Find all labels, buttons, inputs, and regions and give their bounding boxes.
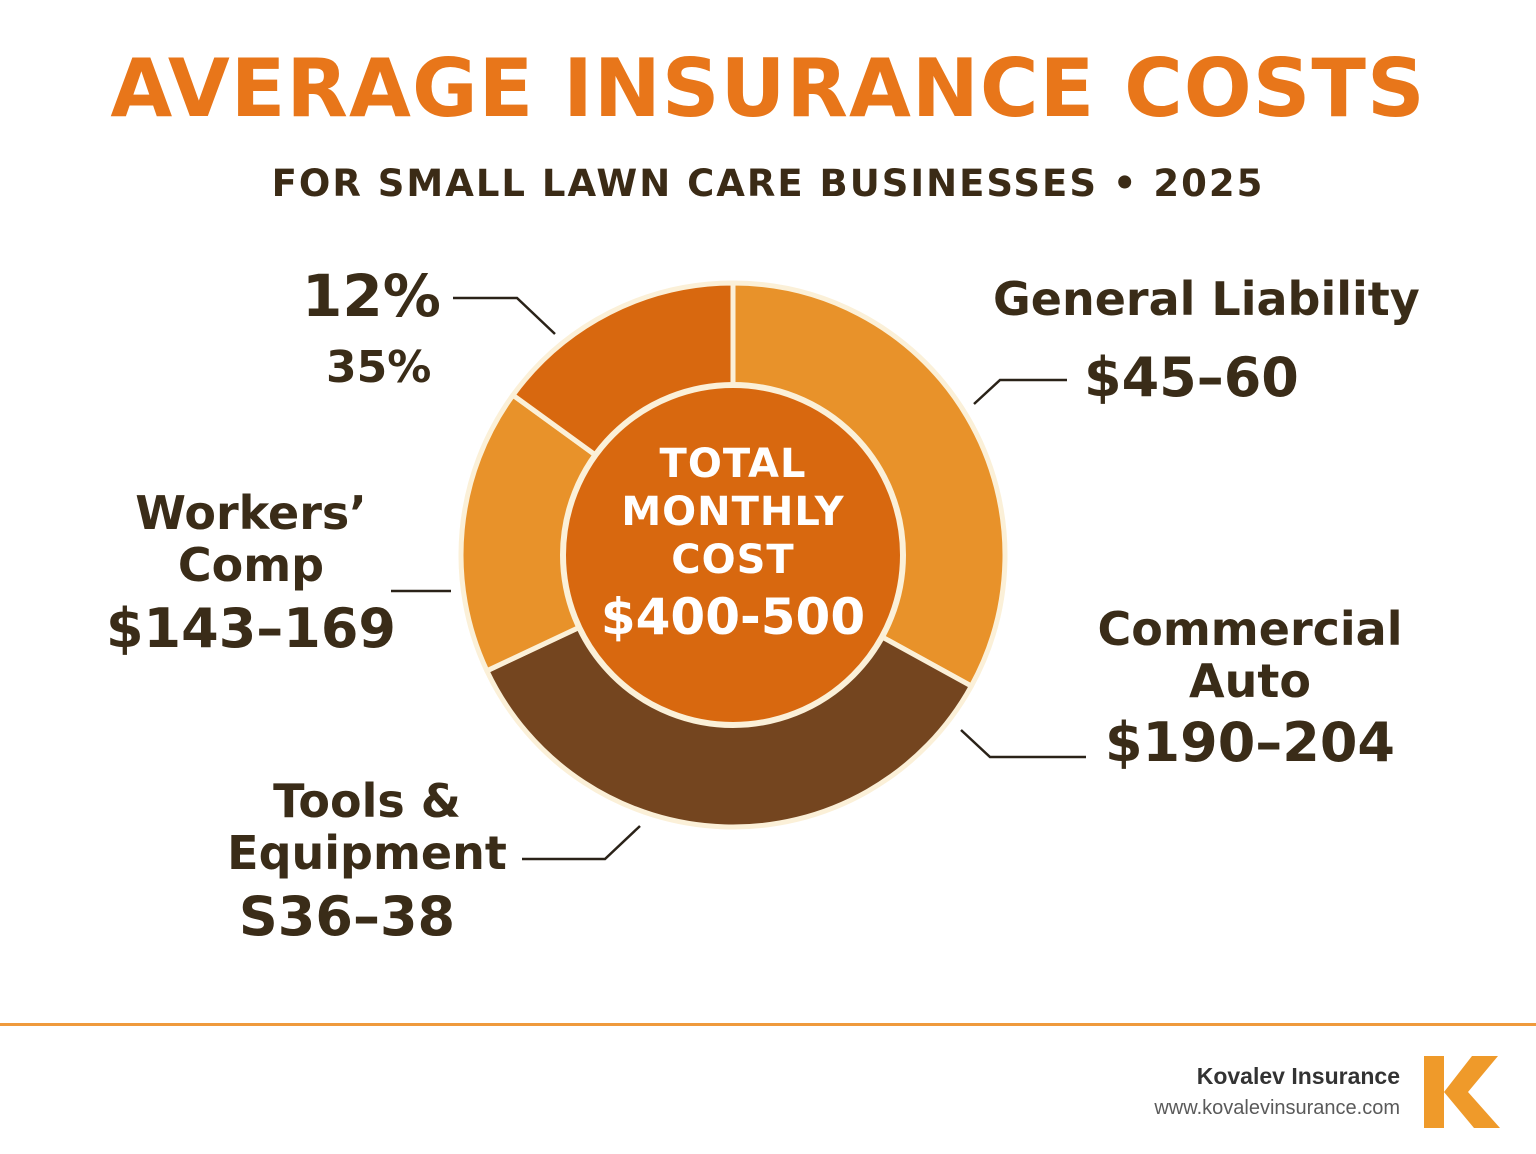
workers-comp-value: $143–169 — [105, 597, 396, 661]
center-label-line1: TOTAL — [659, 441, 807, 487]
leader-line-commercial-auto — [960, 729, 1086, 759]
kovalev-logo-icon — [1424, 1056, 1500, 1128]
chart-subtitle: FOR SMALL LAWN CARE BUSINESSES • 2025 — [271, 162, 1265, 205]
label-tools-equipment: Tools & Equipment S36–38 — [212, 774, 522, 948]
chart-title: AVERAGE INSURANCE COSTS — [110, 42, 1426, 135]
commercial-auto-value: $190–204 — [1104, 711, 1395, 775]
percent-label-a: 12% — [302, 262, 441, 330]
general-liability-name: General Liability — [993, 272, 1420, 326]
tools-equipment-value: S36–38 — [238, 885, 456, 949]
center-total: TOTAL MONTHLY COST $400-500 — [565, 440, 901, 646]
leader-lines — [391, 296, 1086, 861]
general-liability-value: $45–60 — [1084, 346, 1299, 409]
workers-comp-name-line2: Comp — [177, 537, 325, 592]
workers-comp-name-line1: Workers’ — [135, 486, 367, 540]
center-label-line2: MONTHLY — [621, 489, 845, 535]
leader-line-general-liability — [973, 378, 1067, 405]
commercial-auto-name-line1: Commercial — [1097, 602, 1403, 656]
label-commercial-auto: Commercial Auto $190–204 — [1080, 602, 1420, 775]
leader-line-tools-equipment — [522, 825, 641, 861]
center-hole — [560, 382, 906, 728]
tools-equipment-name-line2: Equipment — [227, 825, 507, 880]
commercial-auto-name-line2: Auto — [1189, 653, 1311, 708]
footer-divider — [0, 1023, 1536, 1026]
center-label-line3: COST — [671, 537, 795, 583]
tools-equipment-name-line1: Tools & — [273, 774, 461, 828]
leader-line-percent — [453, 296, 556, 335]
percent-label-b: 35% — [326, 342, 432, 393]
center-total-value: $400-500 — [600, 588, 866, 646]
brand-name: Kovalev Insurance — [1196, 1063, 1400, 1089]
label-workers-comp: Workers’ Comp $143–169 — [96, 486, 406, 661]
brand-url[interactable]: www.kovalevinsurance.com — [1154, 1097, 1400, 1119]
